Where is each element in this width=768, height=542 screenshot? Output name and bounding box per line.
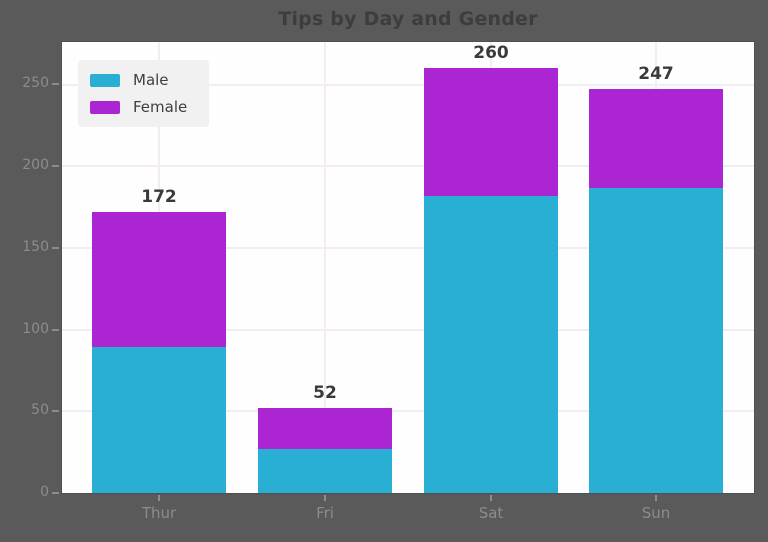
y-tick-mark	[52, 492, 59, 494]
y-tick-label: 100	[22, 320, 49, 337]
chart-title: Tips by Day and Gender	[278, 8, 538, 30]
vertical-gridline	[324, 42, 326, 493]
y-tick-mark	[52, 165, 59, 168]
y-tick-mark	[52, 410, 59, 413]
legend-label-female: Female	[133, 98, 188, 116]
bar-segment-male-sat	[424, 195, 558, 493]
y-tick-mark	[52, 328, 59, 331]
bar-segment-male-sun	[589, 187, 723, 493]
x-tick-label: Sat	[478, 504, 504, 522]
plot-area: 172 52 260 247 Male Female	[62, 42, 754, 493]
x-tick-label: Thur	[141, 504, 177, 522]
x-tick-mark	[490, 495, 492, 501]
legend-item-female: Female	[90, 98, 187, 116]
bar-segment-female-sat	[424, 67, 558, 196]
y-tick-label: 250	[22, 75, 49, 92]
male-color-swatch	[90, 73, 120, 87]
bar-total-label: 247	[638, 63, 674, 84]
bar-segment-male-thur	[92, 346, 226, 493]
bar-total-label: 172	[141, 187, 177, 208]
horizontal-gridline	[62, 165, 754, 168]
horizontal-gridline	[62, 83, 754, 86]
horizontal-gridline	[62, 410, 754, 413]
x-tick-mark	[324, 495, 326, 501]
y-tick-label: 200	[22, 157, 49, 174]
x-tick-mark	[655, 495, 657, 501]
x-tick-label: Sun	[641, 504, 671, 522]
legend-item-male: Male	[90, 71, 187, 89]
legend: Male Female	[78, 60, 210, 127]
y-tick-label: 50	[31, 402, 49, 419]
horizontal-gridline	[62, 246, 754, 249]
horizontal-gridline	[62, 328, 754, 331]
x-tick-label: Fri	[316, 504, 334, 522]
bar-segment-female-sun	[589, 88, 723, 188]
y-tick-label: 150	[22, 238, 49, 255]
bar-segment-male-fri	[258, 449, 392, 493]
y-tick-label: 0	[40, 484, 49, 500]
bar-total-label: 260	[473, 42, 509, 63]
bar-segment-female-thur	[92, 212, 226, 347]
legend-label-male: Male	[133, 71, 169, 89]
y-tick-mark	[52, 246, 59, 249]
bar-segment-female-fri	[258, 408, 392, 450]
bar-total-label: 52	[313, 383, 337, 404]
y-tick-mark	[52, 83, 59, 86]
female-color-swatch	[90, 100, 120, 114]
x-tick-mark	[158, 495, 160, 501]
